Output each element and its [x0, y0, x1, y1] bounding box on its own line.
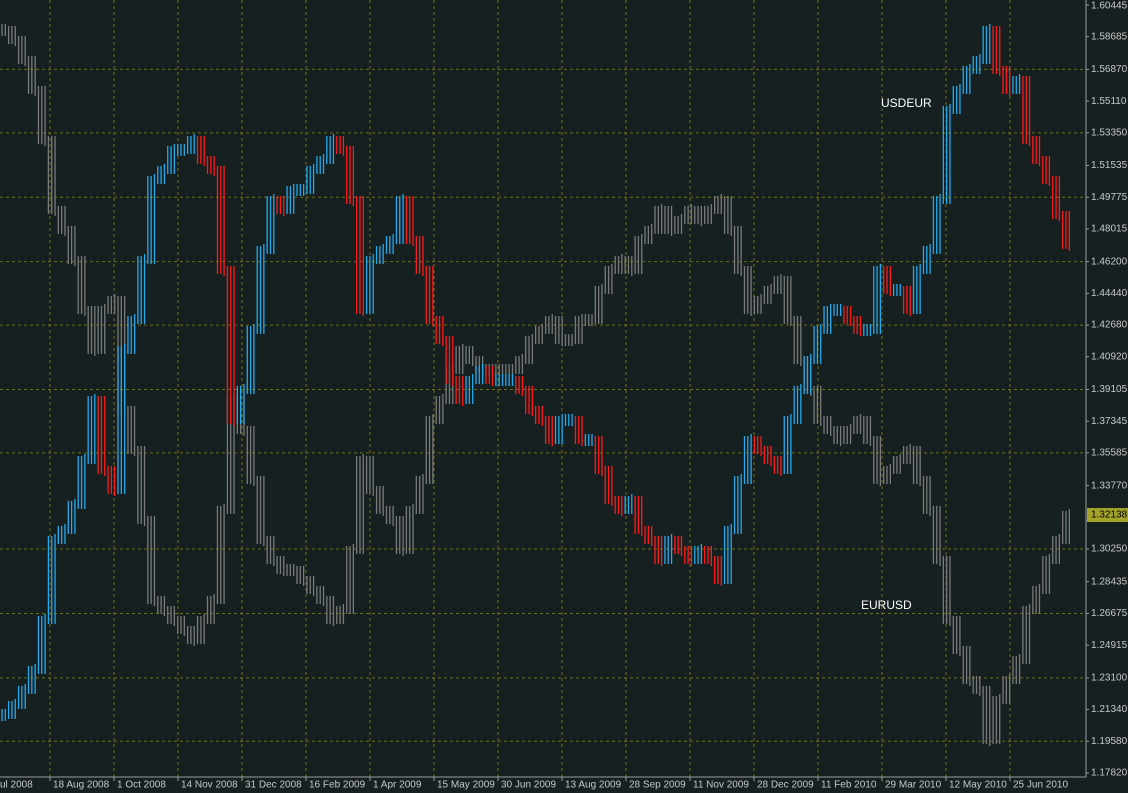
y-tick-label: 1.24915	[1091, 640, 1128, 651]
y-tick-label: 1.21340	[1091, 704, 1128, 715]
y-tick-label: 1.46200	[1091, 256, 1128, 267]
y-tick-label: 1.39105	[1091, 384, 1128, 395]
x-tick-label: 16 Feb 2009	[309, 780, 366, 791]
y-tick-label: 1.44440	[1091, 288, 1128, 299]
x-tick-label: 13 Aug 2009	[565, 780, 622, 791]
y-tick-label: 1.19580	[1091, 736, 1128, 747]
y-tick-label: 1.28435	[1091, 576, 1128, 587]
y-tick-label: 1.40920	[1091, 351, 1128, 362]
x-tick-label: 28 Sep 2009	[629, 780, 686, 791]
series-label: EURUSD	[861, 598, 912, 612]
x-tick-label: 28 Dec 2009	[757, 780, 814, 791]
last-price-label: 1.32138	[1091, 510, 1128, 521]
y-tick-label: 1.60445	[1091, 1, 1128, 12]
y-tick-label: 1.53350	[1091, 127, 1128, 138]
x-tick-label: 1 Apr 2009	[373, 780, 422, 791]
x-tick-label: 11 Feb 2010	[821, 780, 877, 791]
y-tick-label: 1.42680	[1091, 320, 1128, 331]
x-tick-label: 15 May 2009	[437, 780, 495, 791]
x-tick-label: 31 Dec 2008	[245, 780, 302, 791]
x-tick-label: 18 Aug 2008	[53, 780, 110, 791]
x-tick-label: 30 Jun 2009	[501, 780, 556, 791]
x-tick-label: 29 Mar 2010	[885, 780, 942, 791]
y-tick-label: 1.23100	[1091, 673, 1128, 684]
y-tick-label: 1.26675	[1091, 608, 1128, 619]
bars	[1, 23, 1070, 747]
x-tick-label: 14 Nov 2008	[181, 780, 238, 791]
y-tick-label: 1.35585	[1091, 448, 1128, 459]
y-tick-label: 1.56870	[1091, 64, 1128, 75]
y-tick-label: 1.48015	[1091, 224, 1128, 235]
x-tick-label: ul 2008	[0, 780, 33, 791]
x-tick-label: 11 Nov 2009	[693, 780, 749, 791]
y-tick-label: 1.33770	[1091, 480, 1128, 491]
y-tick-label: 1.55110	[1091, 96, 1127, 107]
y-tick-label: 1.58685	[1091, 31, 1128, 42]
y-tick-label: 1.30250	[1091, 544, 1128, 555]
last-price-box	[1087, 508, 1128, 523]
x-tick-label: 1 Oct 2008	[117, 780, 166, 791]
grid	[0, 0, 1086, 777]
y-tick-label: 1.17820	[1091, 768, 1128, 779]
series-label: USDEUR	[881, 96, 932, 110]
y-tick-label: 1.49775	[1091, 192, 1128, 203]
x-tick-label: 12 May 2010	[949, 780, 1007, 791]
x-tick-label: 25 Jun 2010	[1013, 780, 1068, 791]
y-tick-label: 1.51535	[1091, 160, 1128, 171]
y-tick-label: 1.37345	[1091, 416, 1128, 427]
